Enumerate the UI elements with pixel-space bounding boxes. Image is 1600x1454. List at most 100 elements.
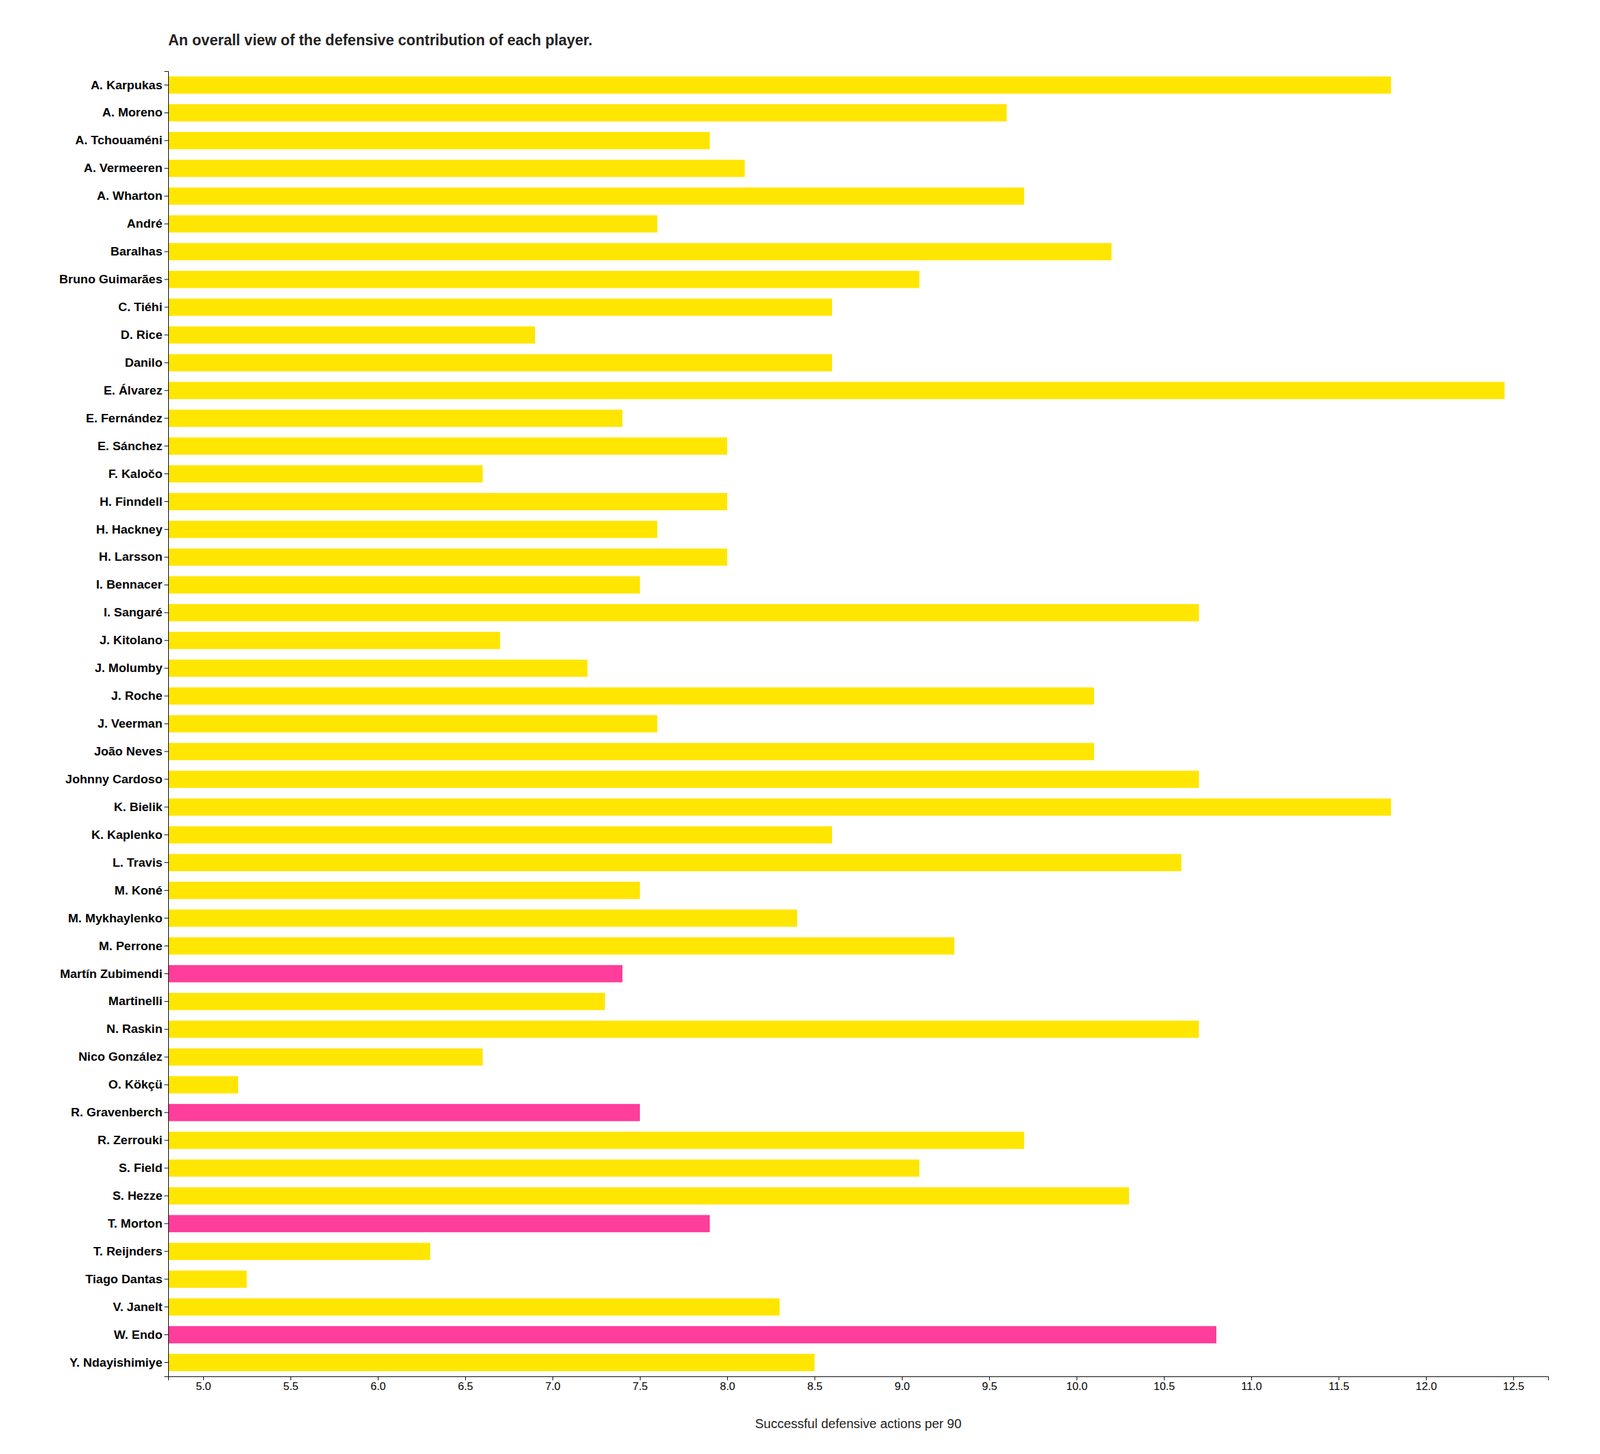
bar: [168, 1270, 248, 1289]
y-tick-label: M. Perrone: [98, 939, 163, 954]
y-tick: João Neves: [93, 744, 169, 759]
y-tick-label: H. Finndell: [99, 494, 163, 509]
bar: [168, 715, 658, 734]
y-tick-label: M. Koné: [114, 883, 163, 898]
bar: [168, 326, 536, 345]
y-tick: N. Raskin: [106, 1022, 169, 1036]
y-tick: A. Moreno: [102, 105, 169, 120]
bar: [168, 659, 588, 678]
y-tick: T. Morton: [108, 1216, 169, 1231]
y-tick-label: Baralhas: [110, 244, 163, 259]
plot: 5.05.56.06.57.07.58.08.59.09.510.010.511…: [0, 71, 1549, 1394]
y-tick: S. Field: [118, 1161, 169, 1175]
y-tick: M. Perrone: [98, 939, 169, 954]
x-tick-label: 12.5: [1502, 1380, 1525, 1393]
bar: [168, 743, 1095, 761]
y-tick-label: Johnny Cardoso: [65, 772, 163, 787]
x-tick: 6.0: [370, 1376, 387, 1393]
bar: [168, 771, 1199, 789]
y-tick-mark: [164, 529, 169, 530]
y-tick-mark: [164, 306, 169, 308]
y-tick-mark: [164, 251, 169, 253]
y-tick-mark: [164, 112, 169, 114]
y-tick-mark: [164, 1112, 169, 1114]
y-tick-label: K. Kaplenko: [91, 828, 163, 842]
y-tick-mark: [164, 168, 169, 169]
y-tick: L. Travis: [112, 855, 169, 870]
bar: [168, 548, 728, 567]
y-tick-mark: [164, 723, 169, 725]
y-tick-label: Tiago Dantas: [85, 1272, 163, 1287]
y-tick-label: Nico González: [78, 1050, 163, 1064]
y-tick-mark: [164, 668, 169, 669]
y-tick-label: L. Travis: [112, 855, 163, 870]
bars: [168, 76, 1505, 1372]
y-tick: M. Koné: [114, 883, 169, 898]
y-tick-label: S. Hezze: [112, 1189, 163, 1203]
y-tick-label: R. Gravenberch: [71, 1105, 164, 1120]
y-tick-mark: [164, 1140, 169, 1142]
y-tick: H. Hackney: [96, 522, 169, 537]
y-tick-mark: [164, 945, 169, 947]
x-tick: 12.5: [1502, 1376, 1525, 1393]
y-tick-label: Y. Ndayishimiye: [69, 1356, 163, 1370]
x-tick: 9.5: [982, 1376, 998, 1393]
y-tick: I. Sangaré: [103, 605, 169, 620]
bar: [168, 131, 710, 150]
y-tick: Danilo: [124, 355, 169, 370]
bar: [168, 243, 1112, 261]
y-tick-mark: [164, 890, 169, 891]
x-tick: 7.5: [632, 1376, 649, 1393]
y-tick-mark: [164, 1279, 169, 1280]
y-tick: Baralhas: [110, 244, 169, 259]
y-tick-mark: [164, 584, 169, 586]
x-tick-label: 10.0: [1066, 1380, 1088, 1393]
bar: [168, 1187, 1129, 1206]
x-tick-label: 11.5: [1328, 1380, 1350, 1393]
x-tick-label: 6.0: [370, 1380, 387, 1393]
y-tick-mark: [164, 473, 169, 475]
y-tick-label: Bruno Guimarães: [59, 272, 163, 286]
x-tick: 10.5: [1153, 1376, 1175, 1393]
y-tick: Martín Zubimendi: [60, 967, 169, 981]
bar: [168, 1020, 1199, 1039]
bar: [168, 187, 1025, 206]
x-tick-label: 12.0: [1415, 1380, 1437, 1393]
y-tick-label: K. Bielik: [113, 800, 163, 814]
y-tick: O. Kökçü: [108, 1077, 169, 1092]
y-tick-label: A. Vermeeren: [84, 161, 163, 175]
bar: [168, 104, 1007, 122]
y-tick: J. Kitolano: [99, 633, 169, 647]
x-tick: 8.5: [807, 1376, 823, 1393]
y-axis: A. KarpukasA. MorenoA. TchouaméniA. Verm…: [59, 71, 169, 1378]
bar: [168, 1076, 239, 1095]
y-tick-mark: [164, 1334, 169, 1336]
y-tick-mark: [164, 778, 169, 780]
y-tick-label: E. Álvarez: [103, 383, 163, 398]
y-tick-label: S. Field: [118, 1161, 163, 1175]
y-tick: V. Janelt: [113, 1300, 169, 1315]
bar: [168, 493, 728, 511]
bar: [168, 1048, 483, 1067]
y-tick: A. Vermeeren: [84, 161, 169, 175]
bar: [168, 937, 955, 955]
y-tick-mark: [164, 696, 169, 697]
y-tick-label: J. Veerman: [97, 716, 163, 731]
bar: [168, 437, 728, 455]
x-tick-label: 7.0: [545, 1380, 561, 1393]
bar: [168, 215, 658, 233]
x-tick: 11.0: [1241, 1376, 1263, 1393]
y-tick-mark: [164, 1195, 169, 1197]
x-tick-label: 10.5: [1153, 1380, 1175, 1393]
y-tick-mark: [164, 862, 169, 864]
y-tick-mark: [164, 501, 169, 503]
bar: [168, 159, 745, 178]
y-tick-label: M. Mykhaylenko: [67, 911, 163, 926]
bar: [168, 1132, 1025, 1150]
bar: [168, 854, 1182, 872]
bar: [168, 604, 1199, 622]
y-tick-mark: [164, 1223, 169, 1225]
y-tick-label: N. Raskin: [106, 1022, 163, 1036]
x-tick-label: 9.5: [982, 1380, 998, 1393]
y-tick: Johnny Cardoso: [65, 772, 169, 787]
